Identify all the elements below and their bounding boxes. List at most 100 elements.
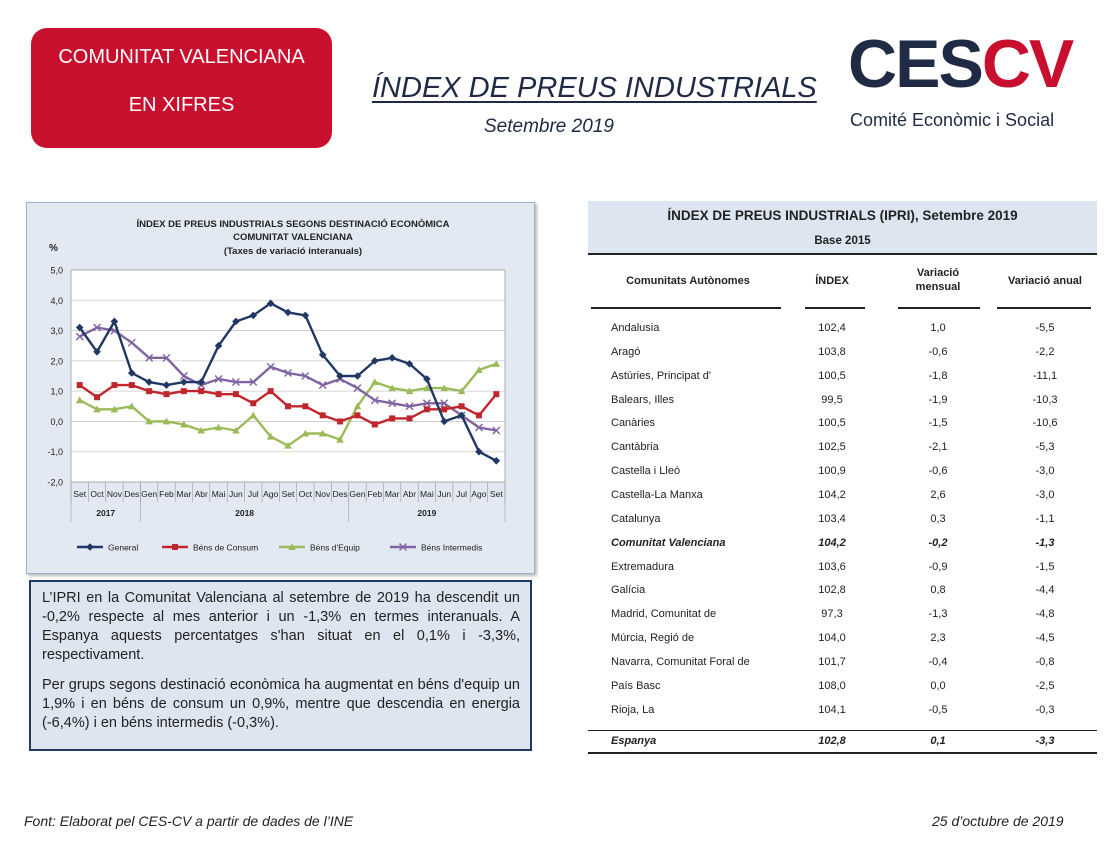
data-point-stroke bbox=[145, 353, 154, 362]
page-subtitle: Setembre 2019 bbox=[484, 116, 614, 137]
cell-monthly: 0,0 bbox=[930, 679, 946, 692]
table-row: Canàries 100,5 -1,5 -10,6 bbox=[588, 414, 1097, 434]
legend-marker-stroke bbox=[399, 543, 407, 551]
cell-monthly: -0,6 bbox=[928, 465, 948, 478]
table-row: Castella i Lleó 100,9 -0,6 -3,0 bbox=[588, 462, 1097, 482]
data-point bbox=[93, 405, 101, 413]
y-axis-label: % bbox=[49, 243, 58, 254]
logo-part-2: CV bbox=[981, 26, 1074, 102]
cell-annual: -4,8 bbox=[1035, 608, 1055, 621]
cell-index: 104,2 bbox=[818, 488, 846, 501]
table-row: Balears, Illes 99,5 -1,9 -10,3 bbox=[588, 391, 1097, 411]
data-point-stroke bbox=[440, 399, 449, 408]
chart-title-line: ÍNDEX DE PREUS INDUSTRIALS SEGONS DESTIN… bbox=[136, 218, 449, 230]
data-point bbox=[180, 378, 188, 386]
cell-region: Navarra, Comunitat Foral de bbox=[611, 655, 750, 668]
cell-region: Andalusia bbox=[611, 322, 660, 334]
data-point-stroke bbox=[93, 323, 102, 332]
table-title: ÍNDEX DE PREUS INDUSTRIALS (IPRI), Setem… bbox=[667, 208, 1018, 223]
cell-annual: -10,6 bbox=[1032, 417, 1058, 430]
page-title: ÍNDEX DE PREUS INDUSTRIALS bbox=[372, 72, 817, 104]
cell-index: 99,5 bbox=[821, 393, 843, 406]
cell-index: 104,2 bbox=[818, 536, 846, 549]
x-tick-label: Mai bbox=[212, 489, 226, 499]
data-point bbox=[388, 384, 396, 392]
x-tick-label: Feb bbox=[159, 489, 174, 499]
legend-marker bbox=[172, 544, 178, 550]
data-point-stroke bbox=[492, 426, 501, 435]
summary-paragraph-1: L’IPRI en la Comunitat Valenciana al set… bbox=[42, 590, 520, 663]
table-row: Madrid, Comunitat de 97,3 -1,3 -4,8 bbox=[588, 605, 1097, 625]
legend-label: Béns de Consum bbox=[193, 543, 258, 553]
cell-annual: -11,1 bbox=[1032, 369, 1058, 382]
data-point-stroke bbox=[353, 384, 362, 393]
data-point bbox=[492, 360, 501, 367]
data-point bbox=[75, 396, 84, 404]
x-tick-label: Gen bbox=[349, 489, 365, 499]
cell-region: País Basc bbox=[611, 679, 661, 692]
cell-index: 101,7 bbox=[818, 655, 846, 668]
cell-index: 102,8 bbox=[818, 584, 846, 597]
data-point bbox=[337, 418, 344, 425]
data-point bbox=[111, 382, 118, 389]
header-underline-region bbox=[591, 307, 781, 309]
y-tick-label: 0,0 bbox=[50, 417, 63, 427]
data-point bbox=[319, 412, 326, 419]
data-point-stroke bbox=[284, 368, 292, 377]
ipri-table: ÍNDEX DE PREUS INDUSTRIALS (IPRI), Setem… bbox=[588, 201, 1097, 754]
data-point bbox=[302, 403, 309, 410]
table-row: Rioja, La 104,1 -0,5 -0,3 bbox=[588, 701, 1097, 721]
data-point-stroke bbox=[162, 353, 171, 362]
cell-annual: -1,5 bbox=[1035, 560, 1055, 573]
data-point bbox=[232, 426, 240, 434]
data-point bbox=[180, 388, 187, 395]
x-tick-label: Nov bbox=[107, 489, 123, 499]
data-point-stroke bbox=[75, 332, 84, 341]
data-point bbox=[232, 391, 239, 398]
data-point bbox=[110, 405, 119, 413]
cell-annual: -10,3 bbox=[1032, 393, 1058, 406]
header-underline-annual bbox=[997, 307, 1091, 309]
x-tick-label: Mar bbox=[177, 489, 192, 499]
cell-monthly: -1,8 bbox=[928, 369, 948, 382]
cell-annual: -1,1 bbox=[1035, 512, 1055, 525]
year-label: 2018 bbox=[235, 508, 254, 518]
data-point bbox=[353, 372, 362, 380]
table-row: Extremadura 103,6 -0,9 -1,5 bbox=[588, 558, 1097, 578]
data-point bbox=[406, 415, 413, 422]
chart-panel: ÍNDEX DE PREUS INDUSTRIALS SEGONS DESTIN… bbox=[26, 202, 535, 574]
y-tick-label: -2,0 bbox=[47, 478, 63, 488]
section-badge: COMUNITAT VALENCIANA EN XIFRES bbox=[31, 28, 332, 148]
data-point bbox=[441, 406, 448, 413]
data-point bbox=[146, 388, 153, 395]
cell-index: 100,5 bbox=[818, 417, 846, 430]
x-tick-label: Ago bbox=[263, 489, 278, 499]
data-point bbox=[214, 341, 223, 350]
table-row: Aragó 103,8 -0,6 -2,2 bbox=[588, 343, 1097, 363]
legend-marker bbox=[86, 543, 94, 551]
cell-monthly: 2,6 bbox=[930, 488, 946, 501]
table-row: Múrcia, Regió de 104,0 2,3 -4,5 bbox=[588, 629, 1097, 649]
table-row: Comunitat Valenciana 104,2 -0,2 -1,3 bbox=[588, 534, 1097, 554]
cell-index: 97,3 bbox=[821, 608, 843, 621]
data-point bbox=[318, 351, 327, 359]
x-tick-label: Feb bbox=[367, 489, 382, 499]
x-tick-label: Mai bbox=[420, 489, 434, 499]
data-point bbox=[371, 357, 379, 365]
data-point bbox=[423, 406, 430, 413]
cell-region: Castella-La Manxa bbox=[611, 488, 703, 501]
data-point-stroke bbox=[474, 423, 483, 432]
cell-index: 100,9 bbox=[818, 465, 846, 478]
x-tick-label: Des bbox=[124, 489, 139, 499]
data-point bbox=[93, 347, 101, 356]
data-point-stroke bbox=[318, 381, 327, 390]
data-point bbox=[475, 366, 483, 373]
cell-monthly: 0,8 bbox=[930, 584, 946, 597]
data-point bbox=[440, 417, 449, 426]
data-point bbox=[336, 372, 344, 380]
cell-index: 104,1 bbox=[818, 703, 846, 716]
cell-monthly: -0,9 bbox=[928, 560, 948, 573]
data-point bbox=[457, 387, 466, 395]
data-point bbox=[162, 381, 171, 389]
cell-region: Extremadura bbox=[611, 560, 674, 573]
